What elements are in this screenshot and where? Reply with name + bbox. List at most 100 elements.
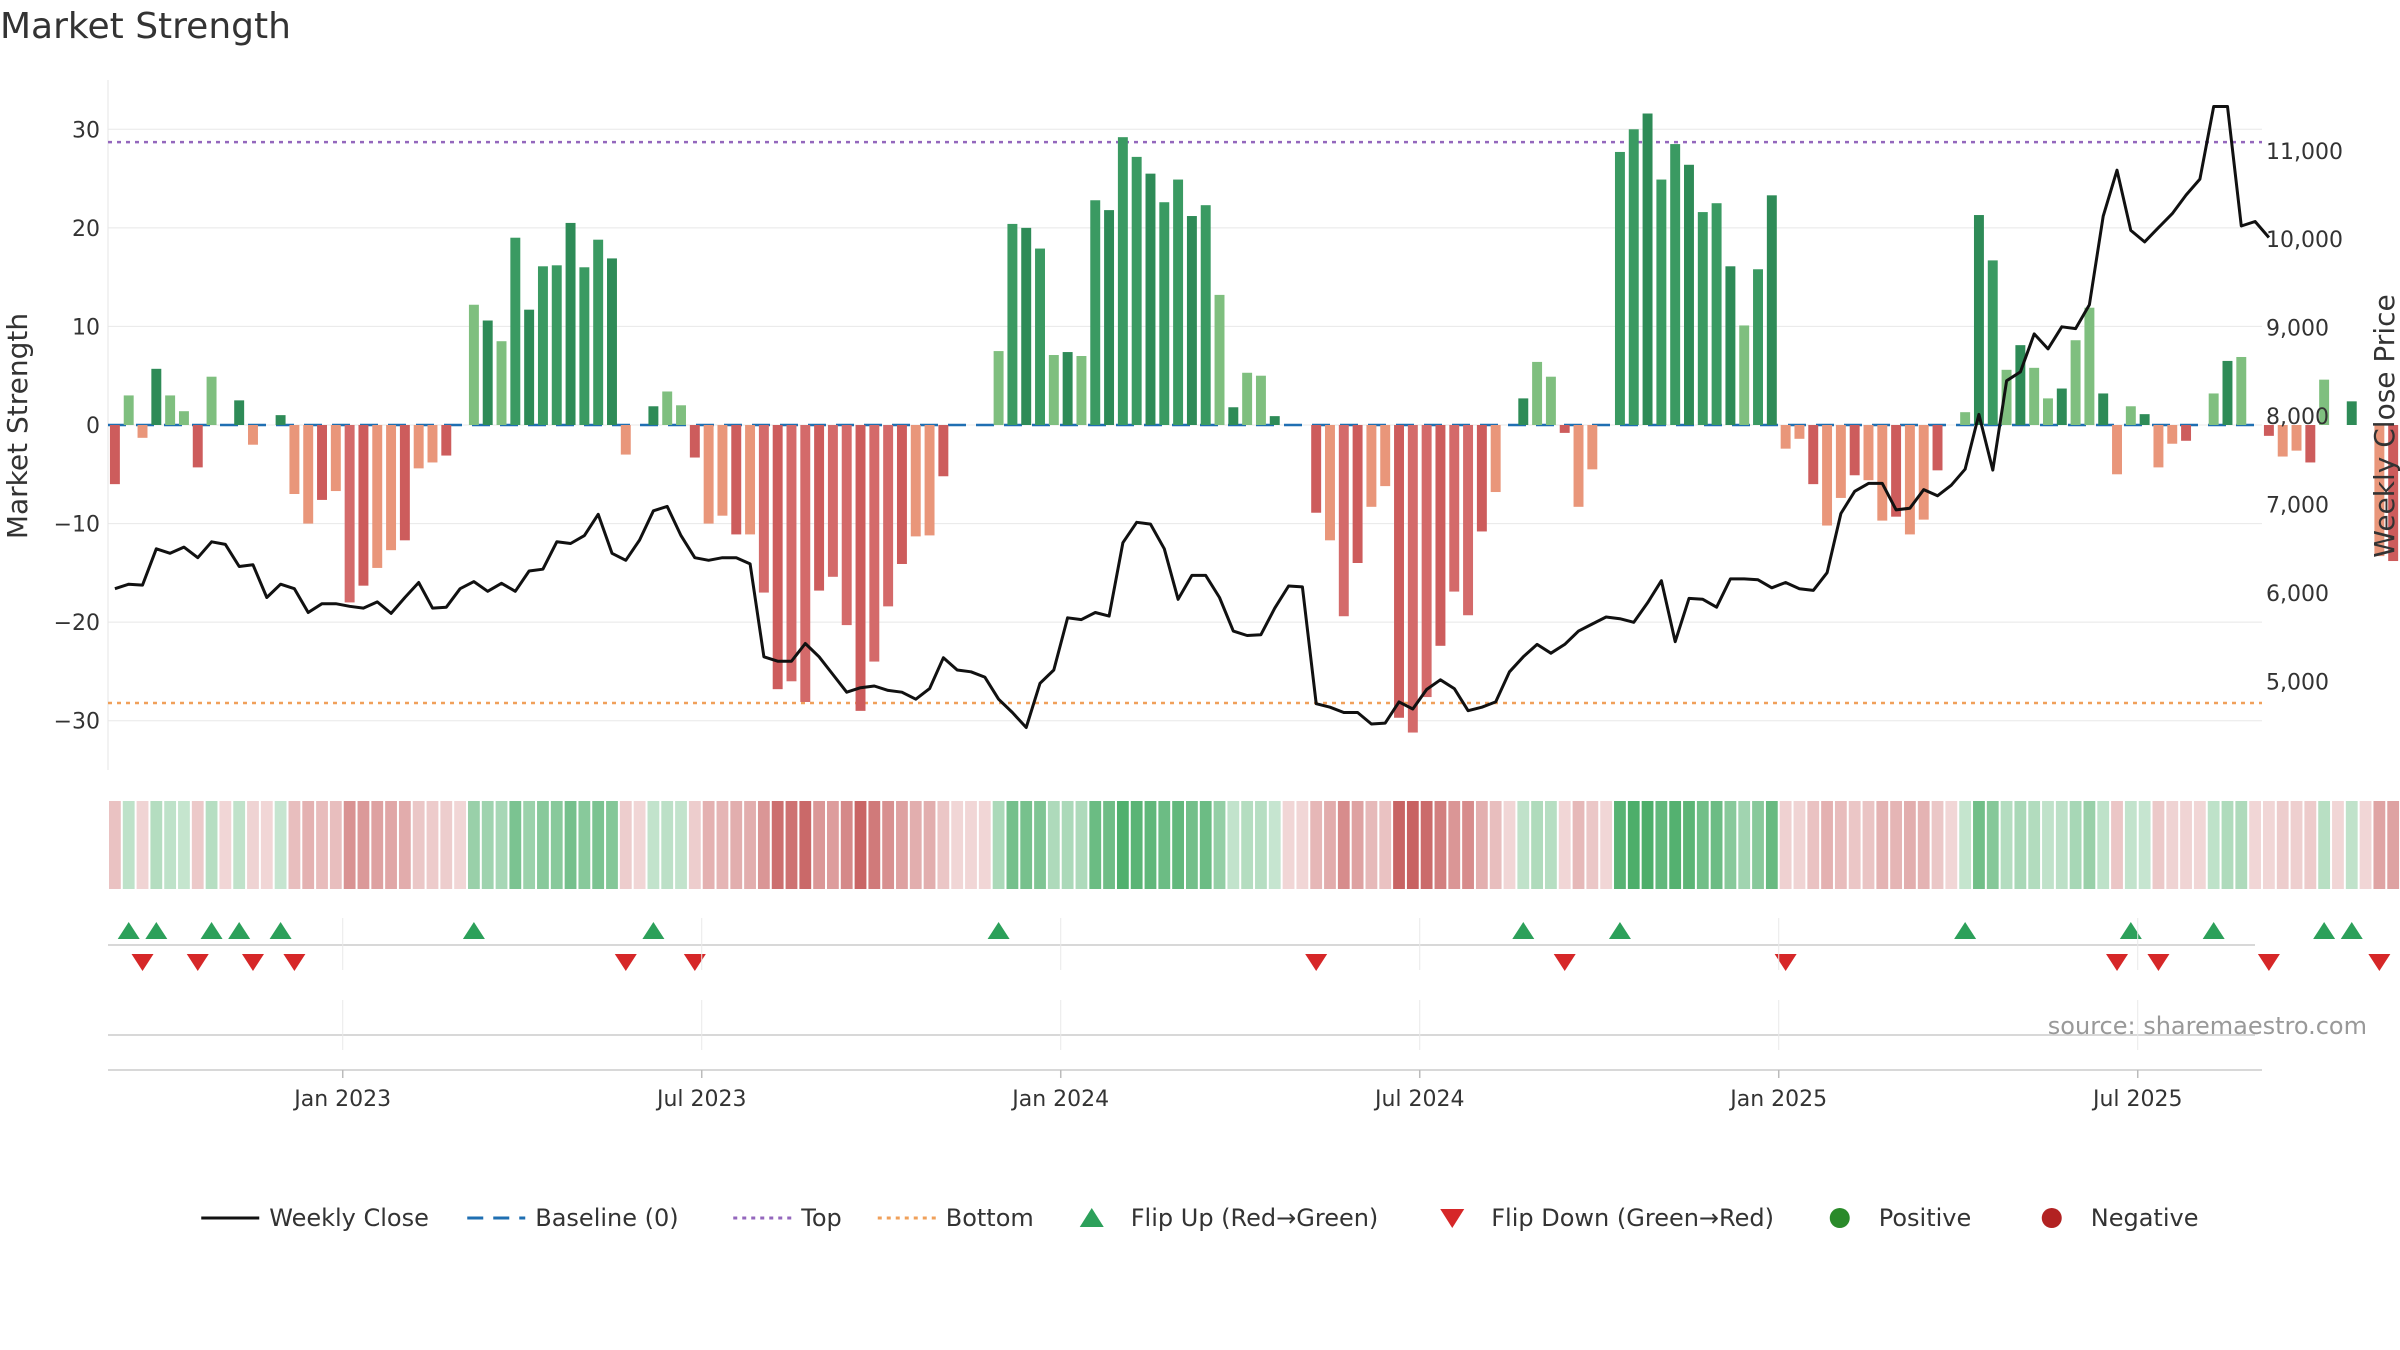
heat-cell [150,801,163,889]
strength-bars [109,113,2399,733]
y2-tick-label: 7,000 [2266,494,2329,519]
heat-cell [1890,801,1902,889]
strength-bar [1587,425,1598,470]
heat-cell [785,801,798,889]
strength-bar [2098,393,2109,425]
strength-bar [1766,195,1777,425]
strength-bar [2181,425,2192,441]
strength-bar [993,351,1004,425]
strength-bar [1159,202,1170,425]
heat-cell [1848,801,1861,889]
strength-bar [593,239,604,425]
heat-cell [2180,801,2192,889]
strength-bar [1697,212,1708,425]
heat-cell [2000,801,2013,889]
heat-cell [1075,801,1088,889]
heat-cell [1406,801,1419,889]
heat-cell [274,801,287,889]
y-axis-right: 11,000 10,000 9,000 8,000 7,000 6,000 5,000 [2266,140,2343,696]
strength-bar [1214,294,1225,425]
strength-bar [676,405,686,425]
flip-markers-panel [108,922,2391,1036]
heat-cell [385,801,397,889]
heat-cell [2387,801,2400,889]
strength-bar [2125,406,2136,425]
flip-up-marker [269,922,292,939]
legend-label: Negative [2091,1204,2199,1232]
heat-cell [1545,801,1557,889]
heat-cell [178,801,190,889]
heat-cell [1876,801,1889,889]
heat-cell [647,801,660,889]
strength-bar [841,425,852,626]
heat-cell [564,801,577,889]
strength-bar [2305,425,2316,463]
strength-bar [772,425,783,690]
heat-cell [2083,801,2096,889]
flip-up-marker [2202,922,2225,939]
heat-cell [537,801,549,889]
flip-up-marker [145,922,168,939]
strength-bar [234,400,245,425]
heat-cell [109,801,121,889]
strength-bar [192,425,203,468]
heat-cell [122,801,135,889]
heat-cell [1558,801,1571,889]
strength-bar [565,222,576,425]
heat-cell [1572,801,1585,889]
heat-cell [1365,801,1378,889]
strength-bar [468,304,479,425]
legend: Weekly Close Baseline (0) Top Bottom Flip Up… [201,1204,2198,1232]
strength-bar [2015,345,2026,425]
strength-bar [1449,425,1460,592]
strength-bar [786,425,797,682]
legend-swatch-up [1079,1208,1104,1227]
flip-down-marker [683,954,706,971]
strength-bar [2374,425,2385,557]
heat-cell [1945,801,1958,889]
strength-bar [289,425,300,494]
heat-cell [1089,801,1102,889]
grid-lines [107,80,2262,770]
legend-item: Baseline (0) [467,1204,679,1232]
heat-cell [468,801,480,889]
chart-title: Market Strength [0,6,291,47]
strength-bar [2208,393,2219,425]
strength-bar [1394,425,1404,718]
flip-up-marker [228,922,251,939]
heat-cell [578,801,591,889]
strength-bar [1007,223,1018,425]
strength-bar [2029,367,2040,425]
strength-bar [689,425,700,458]
legend-item: Flip Up (Red→Green) [1079,1204,1378,1232]
strength-bar [372,425,383,568]
heat-cell [2111,801,2123,889]
heat-cell [191,801,204,889]
heat-cell [1517,801,1530,889]
strength-bar [109,425,120,485]
heat-cell [1696,801,1709,889]
strength-bar [1711,203,1722,425]
weekly-close-line [114,105,2271,729]
flip-up-marker [117,922,140,939]
strength-bar [1186,216,1197,425]
flip-down-marker [186,954,209,971]
strength-bar [869,425,880,662]
heat-cell [2373,801,2386,889]
heat-cell [329,801,342,889]
strength-bar [482,320,493,425]
strength-bar [2277,425,2288,457]
strength-bar [1780,425,1791,449]
heat-cell [550,801,563,889]
strength-bar [1407,425,1418,733]
heat-cell [1186,801,1198,889]
strength-bar [1104,210,1115,425]
strength-bar [1325,425,1335,541]
strength-bar [1145,173,1156,425]
heat-cell [2152,801,2165,889]
strength-bar [1808,425,1819,485]
flip-down-marker [614,954,637,971]
y2-tick-label: 9,000 [2266,317,2329,342]
strength-bar [1463,425,1474,616]
heat-cell [1586,801,1599,889]
